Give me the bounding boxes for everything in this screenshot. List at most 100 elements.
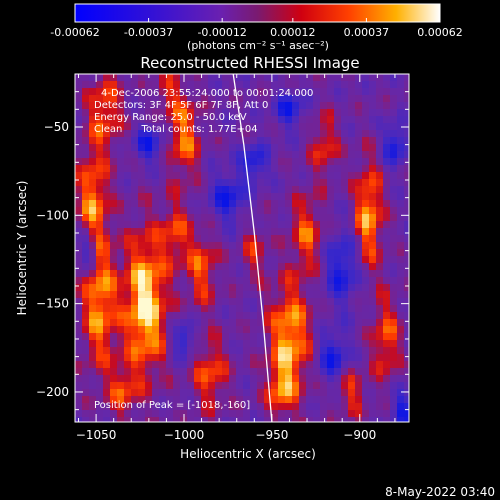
heatmap-cell [201,340,209,348]
heatmap-cell [285,158,293,166]
heatmap-cell [110,88,118,96]
heatmap-cell [383,144,391,152]
heatmap-cell [341,228,349,236]
heatmap-cell [131,81,139,89]
heatmap-cell [117,270,125,278]
heatmap-cell [145,298,153,306]
heatmap-cell [306,417,314,422]
heatmap-cell [278,242,286,250]
heatmap-cell [320,179,328,187]
heatmap-cell [285,200,293,208]
heatmap-cell [75,228,83,236]
heatmap-cell [180,151,188,159]
heatmap-cell [75,291,83,299]
heatmap-cell [257,95,265,103]
heatmap-cell [292,284,300,292]
heatmap-cell [110,249,118,257]
heatmap-cell [327,193,335,201]
heatmap-cell [327,179,335,187]
heatmap-cell [131,382,139,390]
heatmap-cell [194,179,202,187]
heatmap-cell [334,193,342,201]
heatmap-cell [271,375,279,383]
heatmap-cell [250,242,258,250]
heatmap-cell [383,158,391,166]
heatmap-cell [96,354,104,362]
heatmap-cell [110,410,118,418]
heatmap-cell [124,277,132,285]
heatmap-cell [264,256,272,264]
heatmap-cell [82,298,90,306]
heatmap-cell [138,403,146,411]
heatmap-cell [208,305,216,313]
heatmap-cell [124,389,132,397]
heatmap-cell [397,235,405,243]
heatmap-cell [306,361,314,369]
heatmap-cell [271,291,279,299]
heatmap-cell [166,88,174,96]
heatmap-cell [82,186,90,194]
heatmap-cell [404,347,409,355]
heatmap-cell [89,137,97,145]
heatmap-cell [313,116,321,124]
heatmap-cell [180,214,188,222]
heatmap-cell [159,144,167,152]
heatmap-cell [124,172,132,180]
heatmap-cell [313,144,321,152]
heatmap-cell [355,333,363,341]
info-block: 4-Dec-2006 23:55:24.000 to 00:01:24.000 … [94,88,313,135]
heatmap-cell [110,235,118,243]
heatmap-cell [250,200,258,208]
heatmap-cell [404,207,409,215]
heatmap-cell [103,312,111,320]
heatmap-cell [320,130,328,138]
heatmap-cell [397,319,405,327]
heatmap-cell [313,347,321,355]
heatmap-cell [257,228,265,236]
heatmap-cell [96,186,104,194]
heatmap-cell [306,410,314,418]
heatmap-cell [257,235,265,243]
heatmap-cell [397,81,405,89]
heatmap-cell [166,340,174,348]
heatmap-cell [138,221,146,229]
heatmap-cell [124,403,132,411]
heatmap-cell [110,256,118,264]
heatmap-cell [103,249,111,257]
heatmap-cell [299,368,307,376]
heatmap-cell [362,410,370,418]
heatmap-cell [173,270,181,278]
heatmap-cell [257,116,265,124]
heatmap-cell [306,207,314,215]
heatmap-cell [313,158,321,166]
heatmap-cell [355,284,363,292]
heatmap-cell [334,256,342,264]
heatmap-cell [355,396,363,404]
heatmap-cell [264,158,272,166]
heatmap-cell [89,221,97,229]
heatmap-cell [117,410,125,418]
heatmap-cell [89,291,97,299]
heatmap-cell [257,151,265,159]
heatmap-cell [110,326,118,334]
heatmap-cell [89,109,97,117]
heatmap-cell [362,144,370,152]
heatmap-cell [75,347,83,355]
heatmap-cell [299,249,307,257]
heatmap-cell [208,221,216,229]
heatmap-cell [215,95,223,103]
heatmap-cell [222,102,230,110]
heatmap-cell [222,333,230,341]
heatmap-cell [285,214,293,222]
heatmap-cell [229,284,237,292]
heatmap-cell [152,375,160,383]
heatmap-cell [75,284,83,292]
heatmap-cell [173,144,181,152]
heatmap-cell [236,137,244,145]
heatmap-cell [362,312,370,320]
heatmap-cell [404,361,409,369]
heatmap-cell [173,235,181,243]
heatmap-cell [82,221,90,229]
heatmap-cell [194,172,202,180]
heatmap-cell [166,144,174,152]
